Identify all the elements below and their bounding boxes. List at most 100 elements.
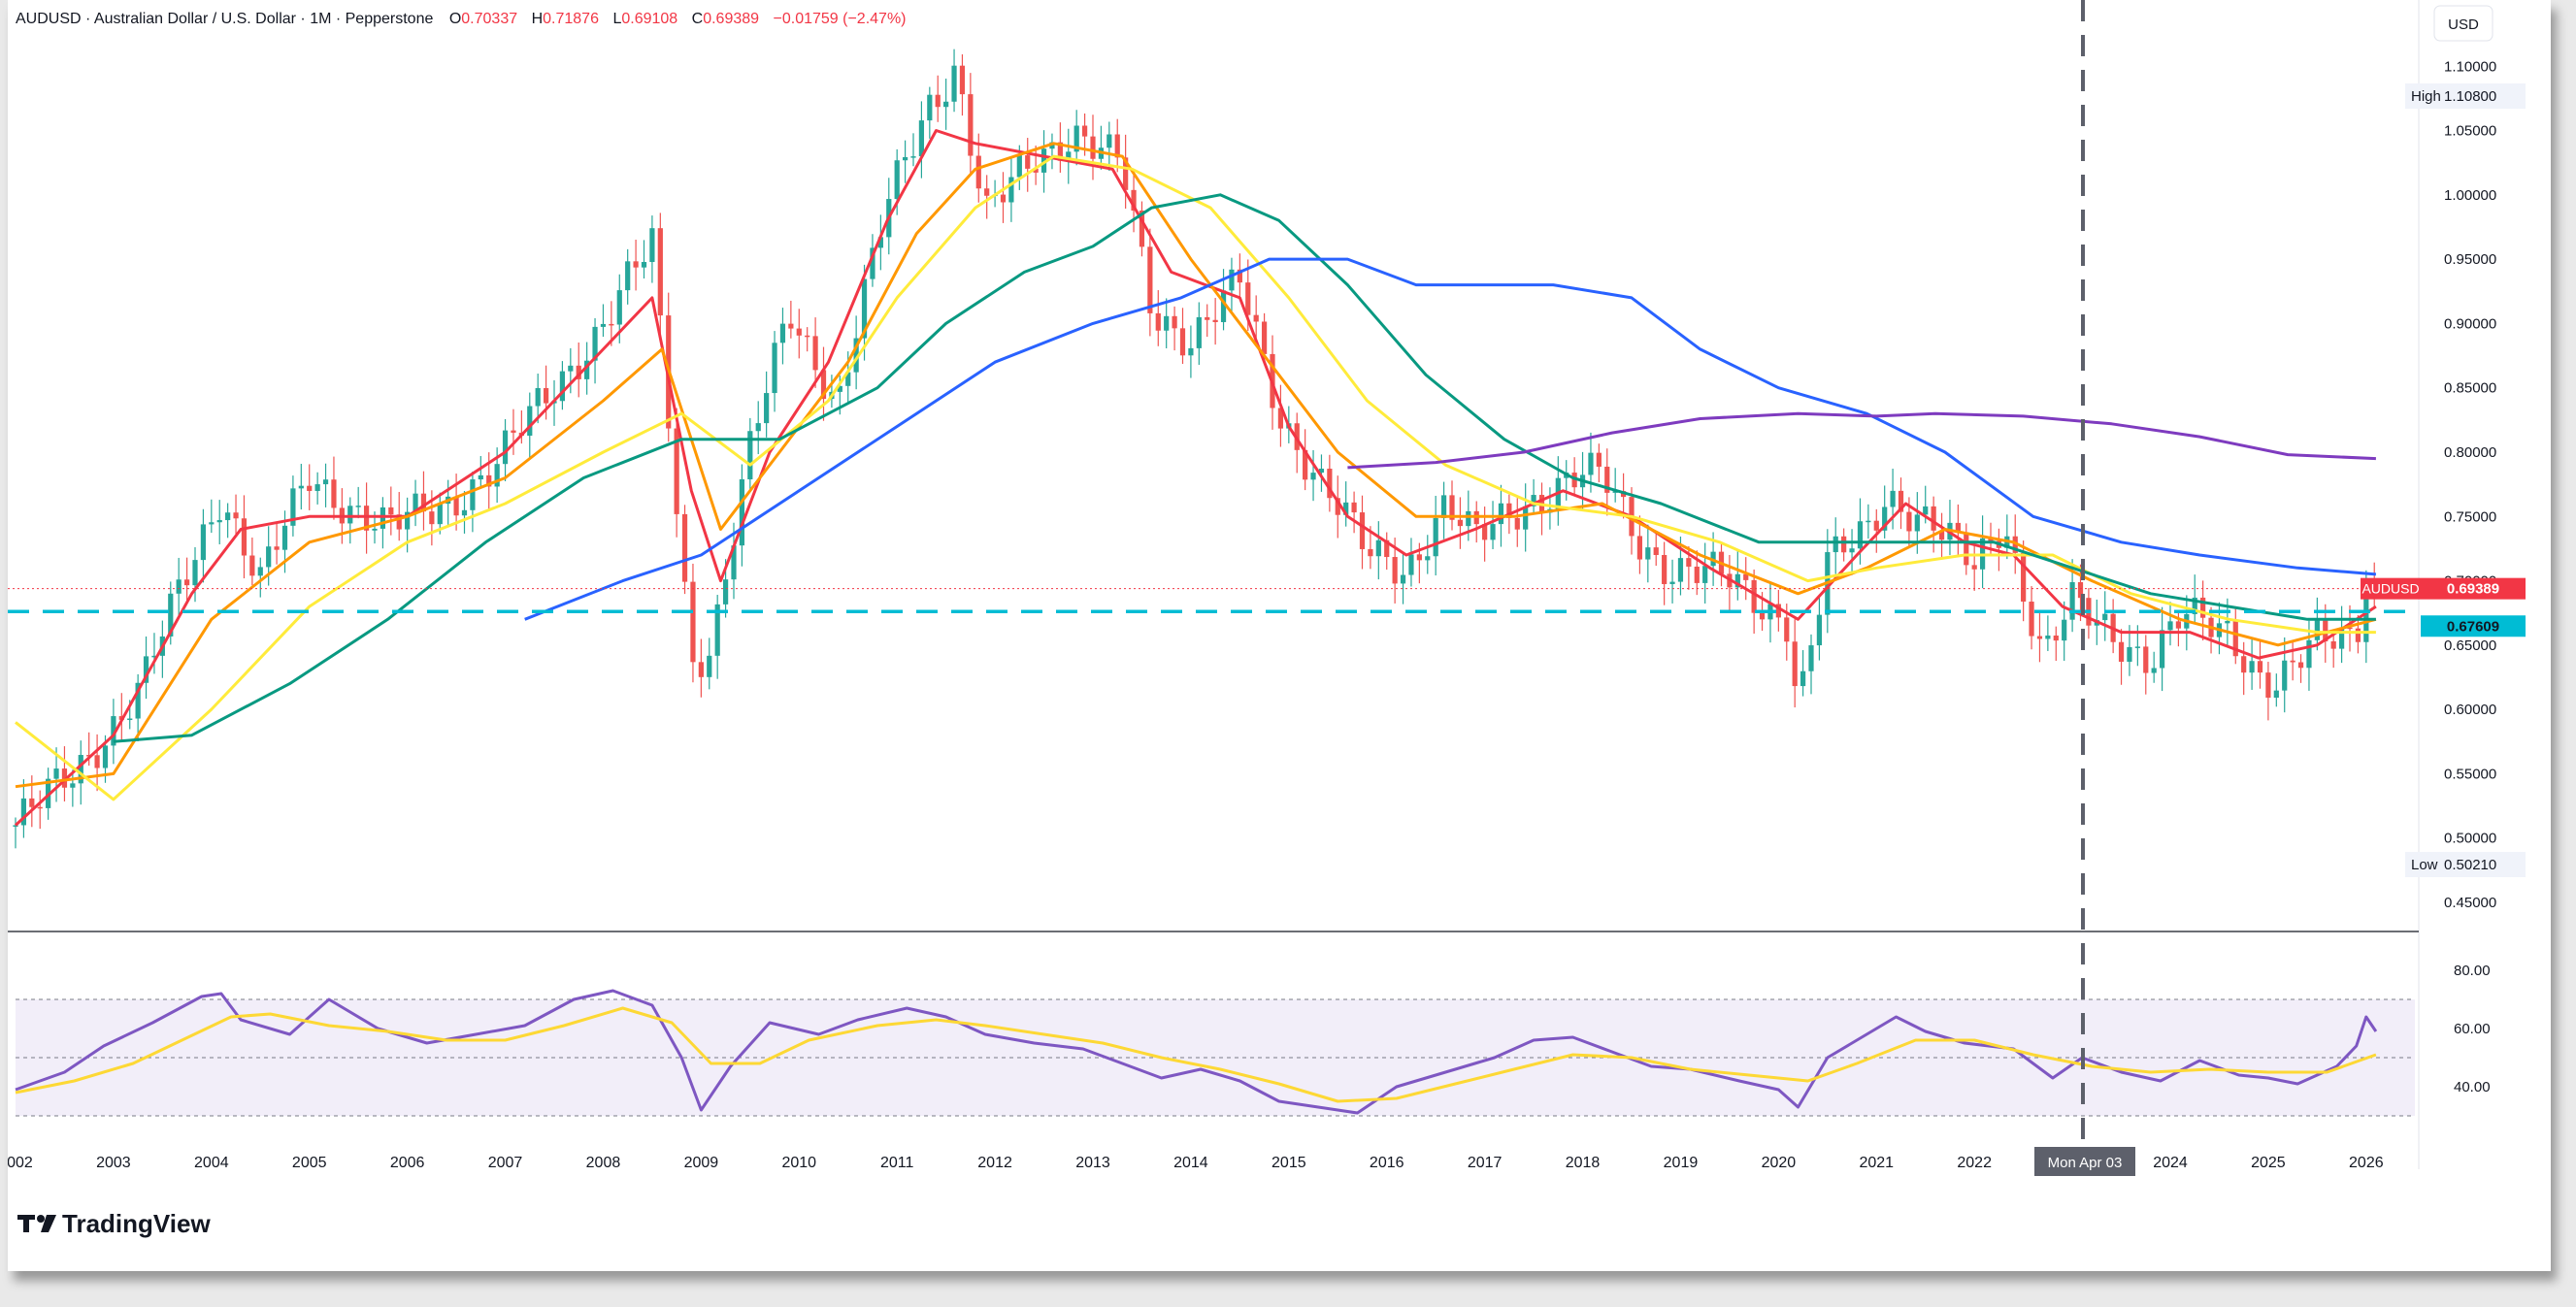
- chart-canvas[interactable]: AUDUSD · Australian Dollar / U.S. Dollar…: [0, 0, 2551, 1271]
- candle-body: [1588, 452, 1594, 475]
- candle-body: [559, 371, 566, 402]
- candle-body: [290, 488, 296, 526]
- candle-body: [1612, 491, 1618, 493]
- candle-body: [461, 509, 468, 516]
- low-tag-value: 0.50210: [2444, 857, 2496, 873]
- candle-body: [1392, 557, 1398, 584]
- time-axis[interactable]: 2002 2003 2004 2005 2006 2007 2008 2009 2010 2011…: [0, 1155, 2384, 1171]
- candle-body: [1343, 502, 1349, 515]
- candle-body: [1057, 142, 1063, 161]
- candle-body: [2029, 602, 2034, 637]
- candle-body: [779, 323, 786, 343]
- candle-body: [200, 524, 207, 561]
- candle-body: [1016, 155, 1022, 178]
- candle-body: [698, 662, 704, 677]
- candle-body: [61, 768, 68, 788]
- candle-body: [2159, 630, 2165, 669]
- candle-body: [1220, 290, 1227, 322]
- candle-body: [1857, 521, 1864, 549]
- candle-body: [714, 604, 720, 656]
- candle-body: [314, 484, 320, 491]
- logo-mark-wedge: [41, 1215, 56, 1232]
- logo-mark-dot: [37, 1215, 45, 1223]
- candle-body: [657, 228, 663, 316]
- time-axis-label: 2017: [1468, 1155, 1503, 1171]
- candle-body: [902, 156, 908, 161]
- candle-body: [543, 387, 549, 404]
- price-axis-label: 0.45000: [2444, 895, 2496, 911]
- rsi-axis-label: 80.00: [2454, 963, 2491, 979]
- candle-body: [1694, 566, 1700, 583]
- candle-body: [494, 464, 500, 487]
- candle-body: [1931, 506, 1936, 531]
- candle-body: [1596, 452, 1602, 467]
- time-axis-label: 2004: [194, 1155, 229, 1171]
- candle-body: [143, 656, 149, 683]
- candle-body: [853, 338, 859, 373]
- candle-body: [739, 479, 745, 546]
- candle-body: [2077, 581, 2084, 599]
- rsi-line: [15, 1006, 2377, 1103]
- candle-body: [322, 479, 329, 485]
- candle-body: [1751, 579, 1757, 613]
- candle-body: [380, 506, 386, 529]
- candle-body: [527, 406, 533, 437]
- candle-body: [274, 546, 280, 550]
- time-axis-label: 2007: [488, 1155, 523, 1171]
- cursor-time-label: Mon Apr 03: [2048, 1155, 2123, 1171]
- moving-average-line: [14, 129, 2377, 827]
- time-axis-label: 2022: [1957, 1155, 1992, 1171]
- candle-body: [2134, 646, 2140, 648]
- currency-button[interactable]: [2433, 5, 2493, 42]
- rsi-axis-label: 40.00: [2454, 1079, 2491, 1095]
- currency-label: USD: [2448, 16, 2479, 33]
- candle-body: [37, 806, 43, 809]
- price-axis-label: 0.90000: [2444, 315, 2496, 332]
- candle-body: [266, 546, 272, 568]
- candle-body: [2257, 661, 2263, 673]
- candle-body: [910, 156, 916, 158]
- time-axis-label: 2025: [2251, 1155, 2286, 1171]
- candle-body: [968, 94, 974, 156]
- candle-body: [812, 336, 818, 371]
- candle-body: [1808, 645, 1814, 671]
- price-axis-label: 0.80000: [2444, 444, 2496, 461]
- candle-body: [1114, 134, 1120, 158]
- candle-body: [584, 360, 590, 379]
- candle-body: [2143, 646, 2149, 673]
- candle-body: [1416, 554, 1422, 561]
- candle-body: [347, 506, 353, 524]
- candle-body: [951, 65, 957, 102]
- candle-body: [1702, 566, 1708, 583]
- candle-body: [1816, 614, 1823, 646]
- candle-body: [600, 323, 607, 327]
- candle-body: [1866, 520, 1871, 523]
- candle-body: [641, 262, 647, 268]
- time-axis-label: 2024: [2153, 1155, 2188, 1171]
- candle-body: [1669, 581, 1675, 584]
- candle-body: [837, 385, 842, 392]
- tradingview-logo[interactable]: TradingView: [17, 1209, 211, 1238]
- last-price-tag-value: 0.69389: [2447, 581, 2499, 598]
- candle-body: [2069, 581, 2075, 620]
- time-axis-label: 2016: [1370, 1155, 1404, 1171]
- candle-body: [633, 261, 639, 268]
- candle-body: [1040, 148, 1047, 173]
- candle-body: [135, 682, 141, 719]
- price-axis[interactable]: 1.10000 1.05000 1.00000 0.95000 0.90000 0.850…: [2444, 58, 2496, 911]
- candle-body: [176, 579, 182, 594]
- candle-body: [70, 783, 76, 788]
- candle-body: [1164, 315, 1170, 331]
- high-label: H: [532, 11, 544, 27]
- candle-body: [1066, 151, 1072, 161]
- rsi-axis[interactable]: 80.00 60.00 40.00: [2454, 963, 2491, 1095]
- open-value: 0.70337: [461, 11, 517, 27]
- candle-body: [681, 513, 688, 582]
- candle-body: [168, 593, 174, 637]
- close-value: 0.69389: [703, 11, 759, 27]
- candle-body: [2249, 661, 2255, 673]
- candle-body: [1523, 506, 1529, 530]
- candle-body: [1890, 490, 1896, 507]
- candle-body: [861, 278, 868, 339]
- candle-body: [722, 579, 729, 604]
